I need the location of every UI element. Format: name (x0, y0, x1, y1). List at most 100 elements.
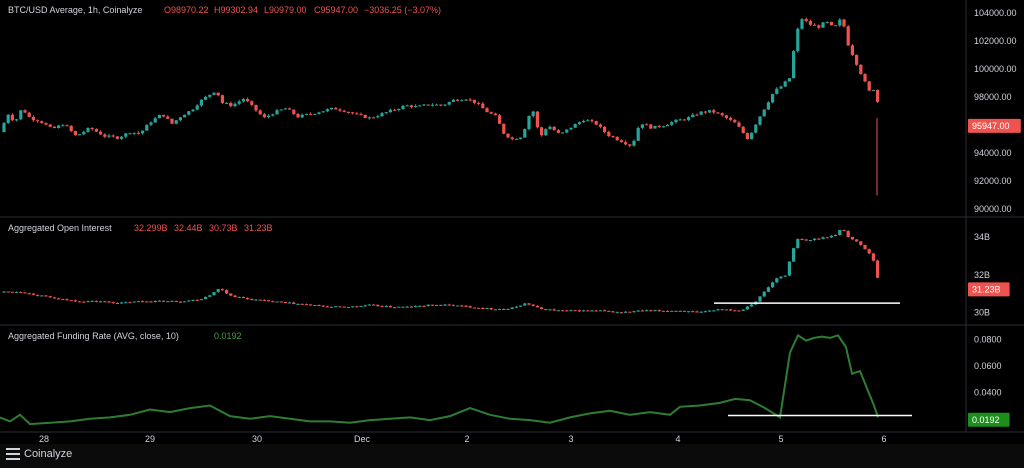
candle-body-1-143 (603, 310, 607, 312)
candle-body-0-141 (594, 121, 598, 125)
candle-body-0-180 (758, 116, 762, 125)
candle-body-1-180 (758, 296, 762, 302)
candle-body-1-106 (447, 304, 451, 306)
y-tick-0-0: 104000.00 (974, 8, 1017, 18)
candle-body-0-179 (754, 124, 758, 133)
candle-body-0-187 (787, 78, 791, 82)
candle-body-1-175 (737, 310, 741, 312)
candle-body-0-196 (825, 21, 829, 23)
candle-body-1-176 (741, 309, 745, 311)
candle-body-0-45 (191, 109, 195, 112)
candle-body-1-191 (804, 239, 808, 241)
candle-body-0-76 (321, 111, 325, 113)
candle-body-0-64 (271, 114, 275, 116)
candle-body-0-101 (426, 104, 430, 106)
candle-body-0-124 (523, 129, 527, 138)
candle-body-0-86 (363, 114, 367, 119)
candle-body-0-157 (661, 126, 665, 128)
candle-body-0-0 (2, 123, 6, 133)
candle-body-1-195 (821, 237, 825, 239)
candle-body-0-61 (258, 110, 262, 115)
candle-body-0-199 (838, 19, 842, 26)
candle-body-1-193 (813, 238, 817, 240)
y-tick-1-2: 30B (974, 308, 990, 318)
candle-body-0-143 (603, 126, 607, 132)
candle-body-0-193 (813, 24, 817, 26)
candle-body-0-140 (590, 120, 594, 122)
candle-body-0-192 (808, 21, 812, 25)
candle-body-0-167 (703, 111, 707, 113)
candle-body-1-25 (107, 301, 111, 303)
candle-body-1-184 (775, 278, 779, 283)
candle-body-1-145 (611, 311, 615, 313)
candle-body-1-132 (556, 310, 560, 312)
candle-body-1-203 (855, 239, 859, 242)
candle-body-0-39 (166, 116, 170, 119)
candle-body-1-47 (199, 299, 203, 301)
candle-body-1-92 (388, 306, 392, 308)
candle-body-1-121 (510, 307, 514, 309)
candle-body-1-30 (128, 302, 132, 304)
candle-body-0-155 (653, 125, 657, 129)
candle-body-1-27 (115, 302, 119, 304)
y-tick-0-3: 98000.00 (974, 92, 1012, 102)
oi-title: Aggregated Open Interest (8, 223, 112, 233)
candle-body-0-7 (31, 116, 35, 121)
candle-body-1-3 (15, 292, 19, 294)
candle-body-0-116 (489, 112, 493, 114)
candle-body-1-114 (481, 308, 485, 310)
last-value-label-1: 31.23B (972, 284, 1001, 294)
oi-ohlc-0: 32.299B (134, 223, 168, 233)
candle-body-1-161 (678, 310, 682, 312)
candle-body-1-87 (367, 304, 371, 306)
candle-body-1-71 (300, 303, 304, 305)
candle-body-0-42 (178, 117, 182, 121)
candle-body-0-154 (649, 124, 653, 129)
candle-body-1-5 (23, 292, 27, 294)
candle-body-0-182 (766, 102, 770, 110)
last-value-label-0: 95947.00 (972, 121, 1010, 131)
candle-body-1-99 (418, 305, 422, 307)
candle-body-1-60 (254, 299, 258, 301)
candle-body-0-93 (393, 109, 397, 111)
candle-body-0-197 (829, 21, 833, 26)
candle-body-0-166 (699, 111, 703, 115)
candle-body-0-30 (128, 133, 132, 135)
y-tick-0-5: 94000.00 (974, 148, 1012, 158)
candle-body-0-66 (279, 109, 283, 111)
candle-body-0-1 (6, 114, 10, 124)
candle-body-1-197 (829, 235, 833, 238)
candle-body-0-203 (855, 54, 859, 65)
candle-body-1-73 (309, 304, 313, 306)
candle-body-1-149 (628, 311, 632, 313)
candle-body-0-184 (775, 88, 779, 94)
candle-body-0-79 (334, 107, 338, 110)
candle-body-1-144 (607, 310, 611, 312)
candle-body-1-77 (325, 306, 329, 308)
candle-body-1-153 (645, 310, 649, 312)
candle-body-1-62 (262, 299, 266, 301)
y-tick-2-2: 0.0400 (974, 387, 1002, 397)
candle-body-1-156 (657, 310, 661, 312)
candle-body-0-156 (657, 125, 661, 127)
candle-body-1-167 (703, 311, 707, 313)
candle-body-0-87 (367, 117, 371, 119)
candle-body-1-150 (632, 311, 636, 313)
candle-body-0-5 (23, 110, 27, 113)
candle-body-1-182 (766, 287, 770, 292)
candle-body-0-170 (716, 112, 720, 114)
candle-body-1-12 (52, 297, 56, 299)
candle-body-1-85 (359, 305, 363, 307)
candle-body-0-14 (61, 125, 65, 127)
candle-body-0-88 (372, 117, 376, 119)
candle-body-0-135 (569, 127, 573, 130)
candle-body-0-205 (863, 74, 867, 82)
candle-body-0-198 (834, 25, 838, 27)
y-tick-1-1: 32B (974, 270, 990, 280)
candle-body-1-65 (275, 301, 279, 303)
candle-body-0-104 (439, 104, 443, 106)
candle-body-0-131 (552, 126, 556, 131)
candle-body-1-67 (283, 301, 287, 303)
brand-logo[interactable]: Coinalyze (6, 448, 72, 460)
candle-body-0-89 (376, 116, 380, 118)
